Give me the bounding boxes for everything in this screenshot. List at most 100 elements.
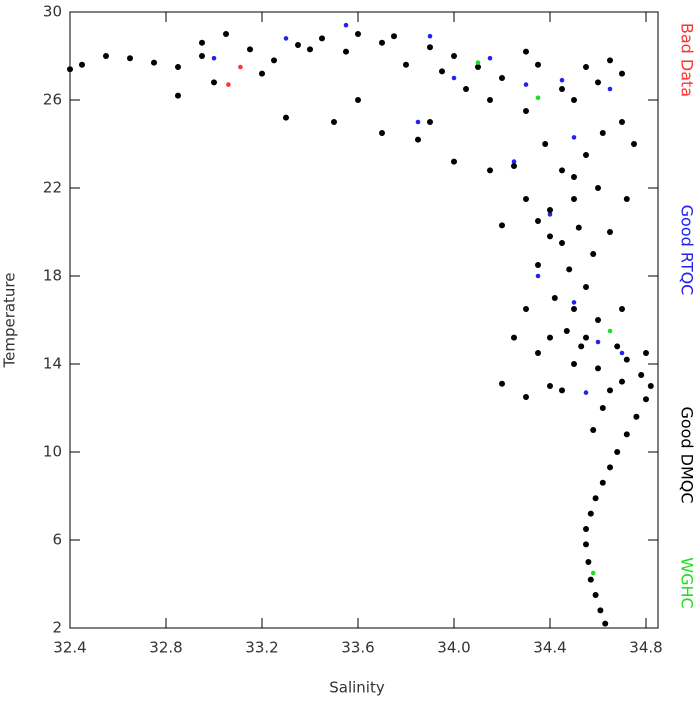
point xyxy=(319,35,325,42)
point xyxy=(592,592,599,598)
point xyxy=(595,185,601,191)
point xyxy=(587,510,594,517)
point xyxy=(475,60,481,65)
point xyxy=(379,39,385,46)
point xyxy=(571,97,577,103)
point xyxy=(631,141,637,147)
point xyxy=(607,86,613,92)
point xyxy=(535,350,541,356)
point xyxy=(623,356,630,363)
point xyxy=(331,119,337,125)
y-tick-label: 14 xyxy=(43,355,62,373)
x-tick-label: 32.4 xyxy=(53,639,86,657)
point xyxy=(523,306,529,312)
point xyxy=(427,44,433,51)
point xyxy=(595,339,601,345)
point xyxy=(283,36,289,41)
point xyxy=(211,55,217,61)
point xyxy=(415,119,421,125)
point xyxy=(535,218,541,224)
point xyxy=(583,541,589,548)
point xyxy=(607,464,613,471)
point xyxy=(638,372,645,378)
point xyxy=(571,196,577,202)
point xyxy=(379,130,385,136)
point xyxy=(571,174,577,180)
point xyxy=(175,92,181,99)
point xyxy=(571,300,577,305)
y-tick-label: 18 xyxy=(43,267,62,285)
x-tick-label: 33.2 xyxy=(245,639,278,657)
point xyxy=(67,66,73,73)
point xyxy=(535,262,541,268)
point xyxy=(439,68,445,75)
y-axis-label: Temperature xyxy=(1,272,19,368)
point xyxy=(590,570,596,576)
point xyxy=(547,383,553,389)
point xyxy=(79,61,85,68)
y-tick-label: 30 xyxy=(43,3,62,21)
point xyxy=(199,53,205,59)
y-tick-label: 6 xyxy=(52,531,62,549)
point xyxy=(583,390,589,395)
point xyxy=(523,196,529,202)
point xyxy=(463,86,469,92)
x-tick-label: 32.8 xyxy=(149,639,182,657)
point xyxy=(175,64,181,70)
point xyxy=(602,620,609,627)
point xyxy=(355,97,361,103)
x-tick-label: 34.0 xyxy=(437,639,470,657)
point xyxy=(607,387,613,394)
point xyxy=(592,495,599,502)
point xyxy=(614,449,621,455)
point xyxy=(343,22,349,28)
x-tick-label: 33.6 xyxy=(341,639,374,657)
point xyxy=(199,39,205,46)
point xyxy=(566,266,573,273)
point xyxy=(559,77,565,83)
point xyxy=(499,222,505,229)
point xyxy=(451,53,457,59)
point xyxy=(223,31,229,37)
point xyxy=(499,380,505,387)
point xyxy=(211,79,217,86)
point xyxy=(226,82,231,87)
x-axis-label: Salinity xyxy=(329,679,385,697)
point xyxy=(619,378,625,385)
point xyxy=(578,343,585,350)
point xyxy=(619,306,625,312)
point xyxy=(614,343,621,350)
point xyxy=(103,53,109,59)
point xyxy=(633,413,640,420)
point xyxy=(523,48,529,55)
point xyxy=(511,334,517,341)
y-tick-label: 2 xyxy=(52,619,62,637)
point xyxy=(599,479,606,486)
point xyxy=(559,86,565,92)
point xyxy=(595,365,601,372)
point xyxy=(623,196,630,202)
point xyxy=(151,59,157,66)
point xyxy=(542,141,549,147)
plot-frame xyxy=(69,11,659,629)
point xyxy=(643,396,649,403)
point xyxy=(571,306,577,312)
point xyxy=(607,229,613,235)
y-tick-label: 22 xyxy=(43,179,62,197)
y-tick-label: 10 xyxy=(43,443,62,461)
point xyxy=(587,576,594,583)
point xyxy=(415,136,421,143)
point xyxy=(535,273,541,279)
point xyxy=(403,61,409,68)
point xyxy=(623,431,630,438)
legend-entry: Good DMQC xyxy=(678,406,697,503)
point xyxy=(583,526,589,532)
point xyxy=(535,95,541,101)
point xyxy=(595,317,601,323)
point xyxy=(259,70,265,77)
point xyxy=(547,207,553,213)
point xyxy=(283,114,289,121)
point xyxy=(271,57,277,64)
point xyxy=(547,334,553,341)
